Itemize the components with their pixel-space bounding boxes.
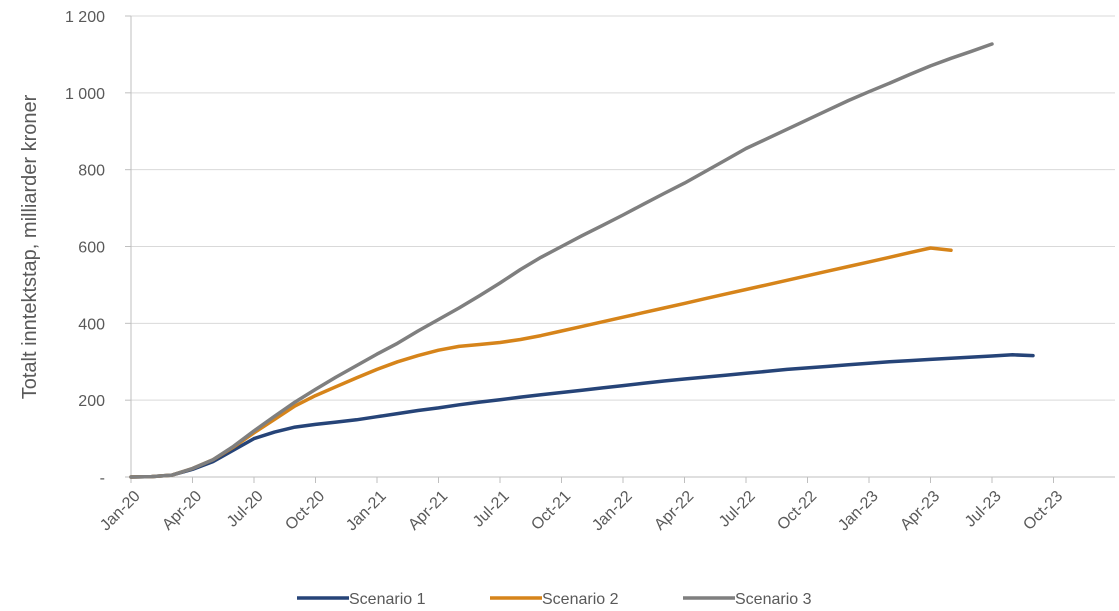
series-lines xyxy=(129,42,1035,479)
legend: Scenario 1 Scenario 2 Scenario 3 xyxy=(297,591,812,608)
x-tick-label: Oct-22 xyxy=(774,488,820,534)
y-tick-label: 600 xyxy=(78,240,105,257)
series-line-scenario-2 xyxy=(129,246,953,479)
series-line-scenario-3 xyxy=(129,42,994,479)
series-line-scenario-1 xyxy=(129,353,1035,479)
x-tick-label: Jul-23 xyxy=(962,488,1005,531)
y-tick-label: 800 xyxy=(78,163,105,180)
y-tick-label: 1 000 xyxy=(65,86,105,103)
x-tick-label: Apr-21 xyxy=(405,488,451,534)
x-tick-label: Oct-20 xyxy=(282,488,328,534)
x-tick-label: Jan-23 xyxy=(835,488,882,535)
y-axis-ticks: - 200 400 600 800 1 000 1 200 xyxy=(65,9,131,487)
y-tick-label: 400 xyxy=(78,316,105,333)
legend-label: Scenario 1 xyxy=(349,591,426,608)
y-tick-label: 200 xyxy=(78,393,105,410)
x-tick-label: Jul-21 xyxy=(470,488,513,531)
legend-label: Scenario 2 xyxy=(542,591,619,608)
y-axis-title: Totalt inntektstap, milliarder kroner xyxy=(19,94,41,399)
x-tick-label: Apr-22 xyxy=(651,488,697,534)
gridlines xyxy=(131,15,1115,401)
y-tick-label: 1 200 xyxy=(65,9,105,26)
x-tick-label: Oct-23 xyxy=(1020,488,1066,534)
x-tick-label: Apr-23 xyxy=(897,488,943,534)
x-tick-label: Jan-20 xyxy=(97,488,144,535)
x-tick-label: Jan-22 xyxy=(589,488,636,535)
x-tick-label: Jan-21 xyxy=(343,488,390,535)
x-tick-label: Apr-20 xyxy=(159,488,205,534)
x-tick-label: Jul-20 xyxy=(224,488,267,531)
legend-label: Scenario 3 xyxy=(735,591,812,608)
x-axis-ticks: Jan-20 Apr-20 Jul-20 Oct-20 Jan-21 Apr-21 Jul-… xyxy=(97,477,1066,534)
x-tick-label: Jul-22 xyxy=(716,488,759,531)
x-tick-label: Oct-21 xyxy=(528,488,574,534)
y-tick-label: - xyxy=(100,470,105,487)
